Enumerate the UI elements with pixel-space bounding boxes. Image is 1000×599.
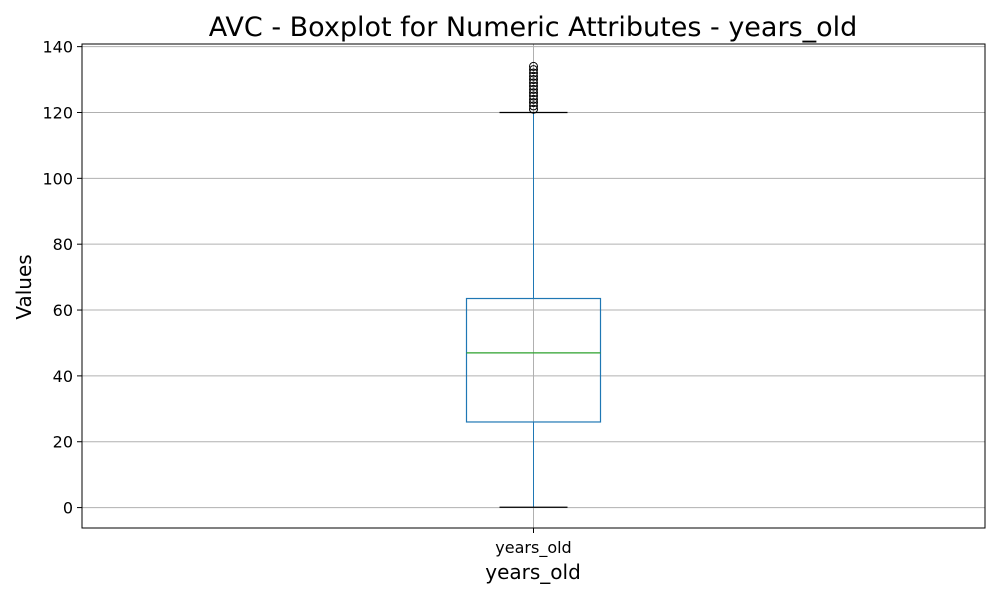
outlier-point	[529, 65, 538, 75]
outlier-point	[529, 84, 538, 94]
y-tick-label: 80	[53, 235, 73, 254]
outlier-point	[529, 101, 538, 111]
outlier-point	[529, 98, 538, 108]
outlier-point	[529, 78, 538, 88]
chart-title: AVC - Boxplot for Numeric Attributes - y…	[209, 12, 858, 43]
outlier-point	[529, 104, 538, 114]
x-tick-label: years_old	[495, 538, 571, 558]
outlier-point	[529, 94, 538, 104]
y-tick-label: 20	[53, 433, 73, 452]
y-tick-label: 100	[42, 169, 73, 188]
outlier-point	[529, 71, 538, 81]
y-tick-label: 40	[53, 367, 73, 386]
outlier-point	[529, 75, 538, 85]
iqr-box	[465, 297, 602, 423]
outlier-point	[529, 61, 538, 71]
y-tick-label: 60	[53, 301, 73, 320]
y-axis-label: Values	[12, 254, 36, 319]
outlier-point	[529, 88, 538, 98]
outlier-point	[529, 81, 538, 91]
y-tick-label: 140	[42, 38, 73, 57]
plot-area: 0 20 40 60 80 100 120 140 years_old	[42, 38, 986, 558]
x-axis-label: years_old	[485, 560, 581, 584]
outlier-point	[529, 68, 538, 78]
y-tick-label: 120	[42, 103, 73, 122]
axes-frame	[81, 43, 986, 529]
y-tick-label: 0	[63, 499, 73, 518]
outlier-point	[529, 91, 538, 101]
